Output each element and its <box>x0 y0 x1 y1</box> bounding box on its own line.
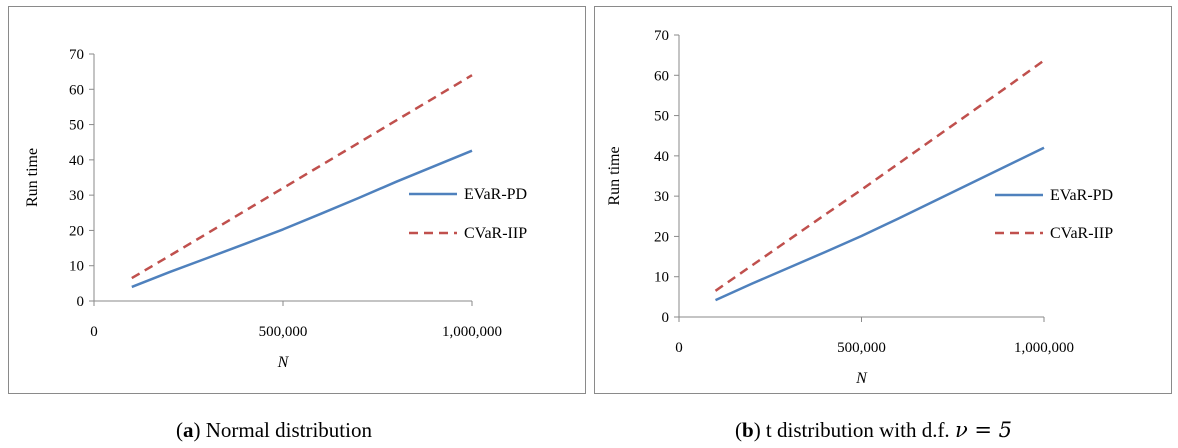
y-tick-label: 20 <box>69 223 84 239</box>
caption-a-text: ) Normal distribution <box>193 418 372 442</box>
legend-label-cvar-iip: CVaR-IIP <box>1050 225 1113 242</box>
y-tick-label: 0 <box>77 294 85 310</box>
x-tick-label: 0 <box>90 324 98 340</box>
chart-panel-b: 0 10 20 30 40 50 60 70 0 500,000 1,000,000 N Run tim… <box>594 6 1172 394</box>
y-axis-title: Run time <box>24 148 41 207</box>
y-tick-label: 70 <box>654 28 669 44</box>
y-tick-label: 0 <box>662 310 670 326</box>
y-axis-title: Run time <box>606 146 623 205</box>
caption-b-text: ) t distribution with d.f. <box>753 418 955 442</box>
y-tick-label: 50 <box>69 118 84 134</box>
y-tick-label: 40 <box>69 153 84 169</box>
x-axis-title: N <box>277 354 290 371</box>
x-tick-label: 500,000 <box>837 340 886 356</box>
caption-b-open: ( <box>735 418 742 442</box>
x-tick-label: 1,000,000 <box>442 324 502 340</box>
series-line-evar-pd <box>131 149 473 289</box>
x-tick-label: 0 <box>675 340 683 356</box>
legend-label-evar-pd: EVaR-PD <box>464 186 527 203</box>
series-line-cvar-iip <box>714 59 1045 292</box>
y-tick-label: 10 <box>69 259 84 275</box>
y-tick-label: 30 <box>654 189 669 205</box>
caption-b-letter: b <box>742 418 754 442</box>
y-tick-label: 40 <box>654 149 669 165</box>
y-tick-label: 70 <box>69 47 84 63</box>
series-line-cvar-iip <box>131 74 473 280</box>
caption-a-open: ( <box>176 418 183 442</box>
caption-b-math: ν = 5 <box>954 418 1013 442</box>
x-tick-label: 1,000,000 <box>1014 340 1074 356</box>
legend-label-evar-pd: EVaR-PD <box>1050 187 1113 204</box>
caption-a: (a) Normal distribution <box>176 418 372 443</box>
y-tick-label: 20 <box>654 229 669 245</box>
x-axis-title: N <box>855 370 868 387</box>
chart-panel-a: 0 10 20 30 40 50 60 70 0 500,000 1,000,000 N Run tim… <box>8 6 586 394</box>
x-tick-label: 500,000 <box>259 324 308 340</box>
series-line-evar-pd <box>714 146 1045 302</box>
chart-a-svg: 0 10 20 30 40 50 60 70 0 500,000 1,000,000 N Run tim… <box>24 47 527 371</box>
caption-b: (b) t distribution with d.f. ν = 5 <box>735 418 1012 443</box>
chart-b-svg: 0 10 20 30 40 50 60 70 0 500,000 1,000,000 N Run tim… <box>606 28 1113 387</box>
legend-label-cvar-iip: CVaR-IIP <box>464 225 527 242</box>
y-tick-label: 10 <box>654 270 669 286</box>
y-tick-label: 30 <box>69 188 84 204</box>
y-tick-label: 50 <box>654 109 669 125</box>
y-tick-label: 60 <box>69 82 84 98</box>
y-tick-label: 60 <box>654 68 669 84</box>
caption-a-letter: a <box>183 418 194 442</box>
